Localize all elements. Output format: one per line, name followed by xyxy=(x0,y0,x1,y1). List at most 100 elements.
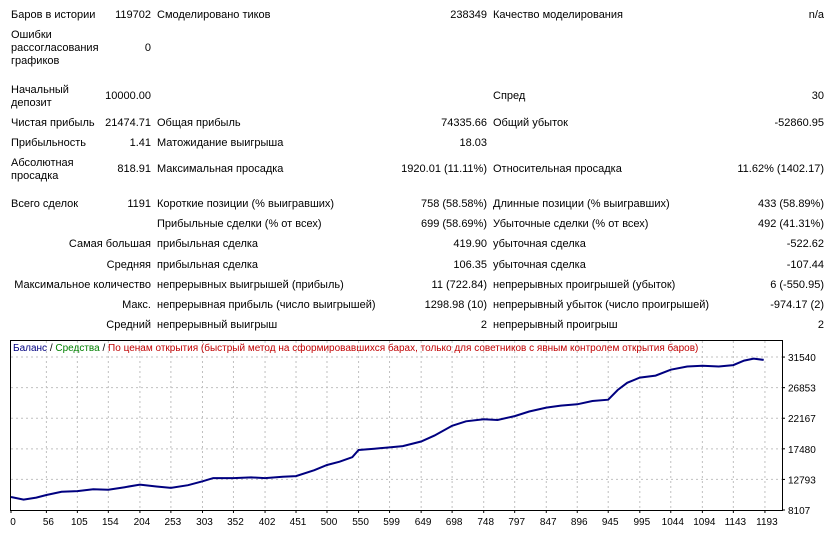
consec-loss-label: непрерывный убыток (число проигрышей) xyxy=(493,299,710,311)
largest-profit-value: 419.90 xyxy=(453,238,487,250)
max-count-label: Максимальное количество xyxy=(14,279,151,291)
x-tick-label: 1044 xyxy=(662,517,685,528)
y-tick-label: 8107 xyxy=(788,506,811,517)
consec-wins-label: непрерывных выигрышей (прибыль) xyxy=(157,279,344,291)
x-tick-label: 352 xyxy=(227,517,244,528)
x-tick-label: 500 xyxy=(321,517,338,528)
largest-loss-value: -522.62 xyxy=(786,238,824,250)
long-value: 433 (58.89%) xyxy=(757,198,824,210)
legend-equity: Средства xyxy=(55,343,100,354)
profit-trades-label: Прибыльные сделки (% от всех) xyxy=(157,218,322,230)
x-tick-label: 1094 xyxy=(693,517,716,528)
profit-factor-value: 1.41 xyxy=(129,137,151,149)
x-tick-label: 253 xyxy=(165,517,182,528)
x-tick-label: 451 xyxy=(290,517,307,528)
short-label: Короткие позиции (% выигравших) xyxy=(157,198,335,210)
average-loss-label: убыточная сделка xyxy=(493,259,586,271)
x-tick-label: 748 xyxy=(477,517,494,528)
avg-wins-value: 2 xyxy=(480,319,487,331)
average-profit-label: прибыльная сделка xyxy=(157,259,259,271)
legend-balance: Баланс xyxy=(13,343,47,354)
y-axis: 8107 12793 17480 22167 26853 31540 xyxy=(782,353,816,517)
expected-payoff-value: 18.03 xyxy=(459,137,487,149)
loss-trades-value: 492 (41.31%) xyxy=(757,218,824,230)
chart-frame xyxy=(10,340,783,511)
x-tick-label: 303 xyxy=(196,517,213,528)
mismatch-label: Ошибки рассогласования графиков xyxy=(11,29,99,67)
x-tick-label: 550 xyxy=(352,517,369,528)
gross-loss-label: Общий убыток xyxy=(493,117,568,129)
chart-grid xyxy=(11,341,782,510)
y-tick-label: 26853 xyxy=(788,384,816,395)
gross-profit-label: Общая прибыль xyxy=(157,117,241,129)
y-tick-label: 31540 xyxy=(788,353,816,364)
largest-label: Самая большая xyxy=(68,238,151,250)
quality-label: Качество моделирования xyxy=(493,9,623,21)
legend-test-mode: По ценам открытия (быстрый метод на сфор… xyxy=(108,342,698,354)
y-tick-label: 17480 xyxy=(788,445,816,456)
x-tick-label: 649 xyxy=(415,517,432,528)
total-trades-label: Всего сделок xyxy=(11,198,79,210)
x-tick-label: 995 xyxy=(633,517,650,528)
quality-value: n/a xyxy=(808,9,824,21)
abs-dd-label: Абсолютная просадка xyxy=(11,157,74,182)
consec-losses-value: 6 (-550.95) xyxy=(770,279,824,291)
bars-label: Баров в истории xyxy=(11,9,96,21)
mismatch-value: 0 xyxy=(144,42,151,54)
net-profit-value: 21474.71 xyxy=(105,117,151,129)
x-tick-label: 204 xyxy=(134,517,151,528)
legend-separator-1: / xyxy=(47,343,55,354)
consec-wins-value: 11 (722.84) xyxy=(431,279,487,291)
rel-dd-label: Относительная просадка xyxy=(493,163,622,175)
long-label: Длинные позиции (% выигравших) xyxy=(493,198,670,210)
y-tick-label: 12793 xyxy=(788,475,816,486)
x-tick-label: 402 xyxy=(259,517,276,528)
loss-trades-label: Убыточные сделки (% от всех) xyxy=(493,218,649,230)
ticks-label: Смоделировано тиков xyxy=(157,9,271,21)
x-tick-label: 1143 xyxy=(725,517,747,528)
average-loss-value: -107.44 xyxy=(786,259,824,271)
deposit-value: 10000.00 xyxy=(105,90,151,102)
short-value: 758 (58.58%) xyxy=(420,198,487,210)
abs-dd-value: 818.91 xyxy=(117,163,151,175)
spread-value: 30 xyxy=(811,90,824,102)
x-tick-label: 847 xyxy=(540,517,557,528)
avg-losses-value: 2 xyxy=(817,319,824,331)
x-tick-label: 56 xyxy=(43,517,55,528)
largest-loss-label: убыточная сделка xyxy=(493,238,586,250)
y-tick-label: 22167 xyxy=(788,414,816,425)
x-tick-label: 945 xyxy=(602,517,619,528)
rel-dd-value: 11.62% (1402.17) xyxy=(737,163,824,175)
max-dd-value: 1920.01 (11.11%) xyxy=(401,163,487,175)
deposit-label: Начальный депозит xyxy=(11,84,69,109)
consec-profit-label: непрерывная прибыль (число выигрышей) xyxy=(157,299,376,311)
x-tick-label: 154 xyxy=(102,517,119,528)
x-tick-label: 105 xyxy=(71,517,88,528)
avg-label: Средний xyxy=(106,319,151,331)
x-tick-label: 896 xyxy=(571,517,588,528)
gross-loss-value: -52860.95 xyxy=(774,117,824,129)
x-tick-label: 698 xyxy=(446,517,463,528)
average-label: Средняя xyxy=(106,259,151,271)
bars-value: 119702 xyxy=(115,9,151,21)
net-profit-label: Чистая прибыль xyxy=(11,117,95,129)
avg-wins-label: непрерывный выигрыш xyxy=(157,319,278,331)
largest-profit-label: прибыльная сделка xyxy=(157,238,259,250)
chart-legend: Баланс / Средства / По ценам открытия (б… xyxy=(13,342,698,354)
gross-profit-value: 74335.66 xyxy=(441,117,487,129)
x-tick-label: 599 xyxy=(383,517,400,528)
x-tick-label: 797 xyxy=(508,517,525,528)
avg-losses-label: непрерывный проигрыш xyxy=(493,319,618,331)
consec-loss-value: -974.17 (2) xyxy=(770,299,824,311)
legend-separator-2: / xyxy=(100,343,108,354)
spread-label: Спред xyxy=(493,90,526,102)
balance-chart-svg: 8107 12793 17480 22167 26853 31540 0 56 105 154 2… xyxy=(10,340,816,528)
profit-factor-label: Прибыльность xyxy=(11,137,86,149)
average-profit-value: 106.35 xyxy=(453,259,487,271)
x-tick-label: 0 xyxy=(10,517,16,528)
consec-losses-label: непрерывных проигрышей (убыток) xyxy=(493,279,676,291)
expected-payoff-label: Матожидание выигрыша xyxy=(157,137,284,149)
consec-profit-value: 1298.98 (10) xyxy=(424,299,487,311)
max-dd-label: Максимальная просадка xyxy=(157,163,284,175)
x-axis: 0 56 105 154 204 253 303 352 402 451 500 550 599 649 6… xyxy=(10,510,778,528)
